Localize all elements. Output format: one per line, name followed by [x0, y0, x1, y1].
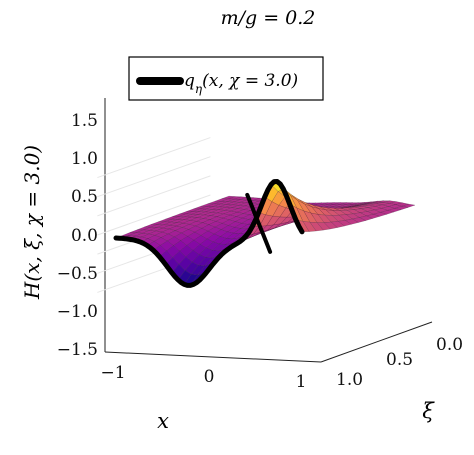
- surface-patch: [379, 210, 395, 215]
- x-tick-labels: −1 0 1: [100, 363, 306, 392]
- surface-patch: [401, 203, 416, 208]
- surface-patch: [344, 218, 360, 225]
- xi-tick-label: 1.0: [336, 370, 363, 390]
- z-tick-label: 1.5: [71, 111, 98, 131]
- z-tick-label: −1.0: [57, 302, 98, 322]
- chart-title: m/g = 0.2: [221, 7, 316, 29]
- surface-patch: [386, 208, 402, 213]
- xi-axis-line: [320, 321, 433, 363]
- z-tick-label: −0.5: [57, 264, 98, 284]
- z-tick-label: 1.0: [71, 149, 98, 169]
- surface-patch: [337, 220, 353, 227]
- surface-patch: [323, 221, 338, 230]
- legend-entry: qη(x, χ = 3.0): [184, 71, 298, 96]
- legend: qη(x, χ = 3.0): [128, 56, 324, 101]
- z-axis-label: H(x, ξ, χ = 3.0): [20, 145, 44, 300]
- boundary-curve-q-eta: [113, 179, 305, 288]
- xi-axis-label: ξ: [422, 399, 435, 423]
- x-tick-label: 1: [296, 372, 307, 392]
- z-tick-labels: 1.5 1.0 0.5 0.0 −0.5 −1.0 −1.5: [57, 111, 98, 360]
- surface-patch: [393, 205, 409, 211]
- grid-line: [97, 194, 211, 236]
- x-axis-line: [104, 351, 322, 363]
- xi-tick-label: 0.0: [436, 335, 463, 355]
- grid-line: [97, 156, 211, 198]
- surface-patch: [330, 221, 345, 228]
- x-tick-label: 0: [204, 367, 215, 387]
- xi-tick-labels: 0.0 0.5 1.0: [336, 335, 463, 390]
- x-axis-label: x: [157, 409, 169, 433]
- xi-tick-label: 0.5: [386, 350, 413, 370]
- grid-line: [97, 175, 211, 217]
- z-tick-label: 0.0: [71, 226, 98, 246]
- x-tick-label: −1: [100, 363, 125, 383]
- z-tick-label: 0.5: [71, 187, 98, 207]
- boundary-curve-left-edge: [245, 192, 273, 254]
- surface-patch: [372, 212, 388, 217]
- grid-line: [97, 137, 211, 179]
- z-tick-label: −1.5: [57, 340, 98, 360]
